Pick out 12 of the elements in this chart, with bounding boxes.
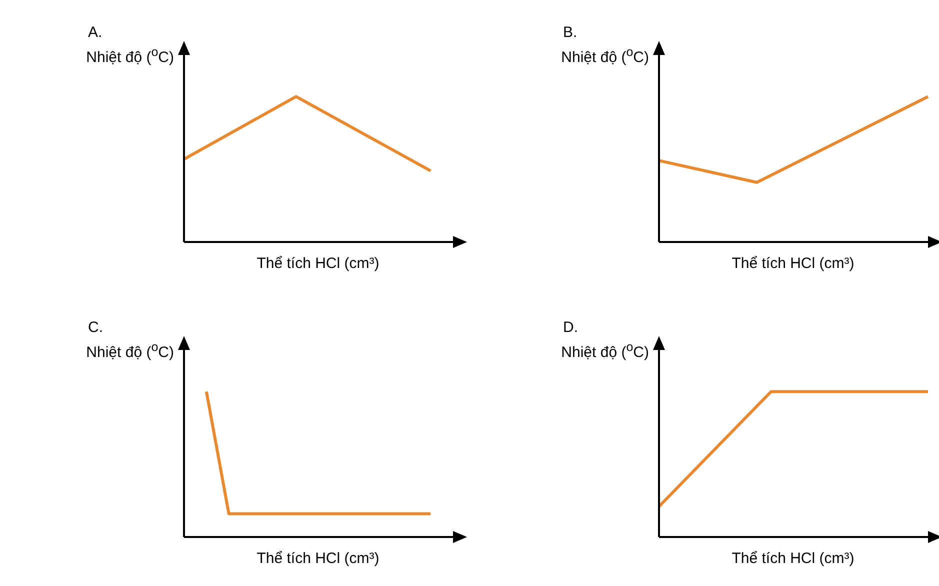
y-axis-title: Nhiệt độ ($^{o}$C) [86,340,174,361]
y-axis-title: Nhiệt độ ($^{o}$C) [86,45,174,66]
chart-title: D. [563,319,578,336]
x-axis-title: Thể tích HCl (cm³) [256,550,380,567]
x-axis-title: Thể tích HCl (cm³) [730,550,856,567]
y-axis-title: Nhiệt độ ($^{o}$C) [561,45,649,66]
y-axis-title: Nhiệt độ ($^{o}$C) [561,340,649,361]
x-axis-title: Thể tích HCl (cm³) [730,255,856,272]
chart-title: C. [88,319,103,336]
chart-title: A. [88,24,102,41]
chart-title: B. [563,24,578,41]
x-axis-title: Thể tích HCl (cm³) [256,255,380,272]
